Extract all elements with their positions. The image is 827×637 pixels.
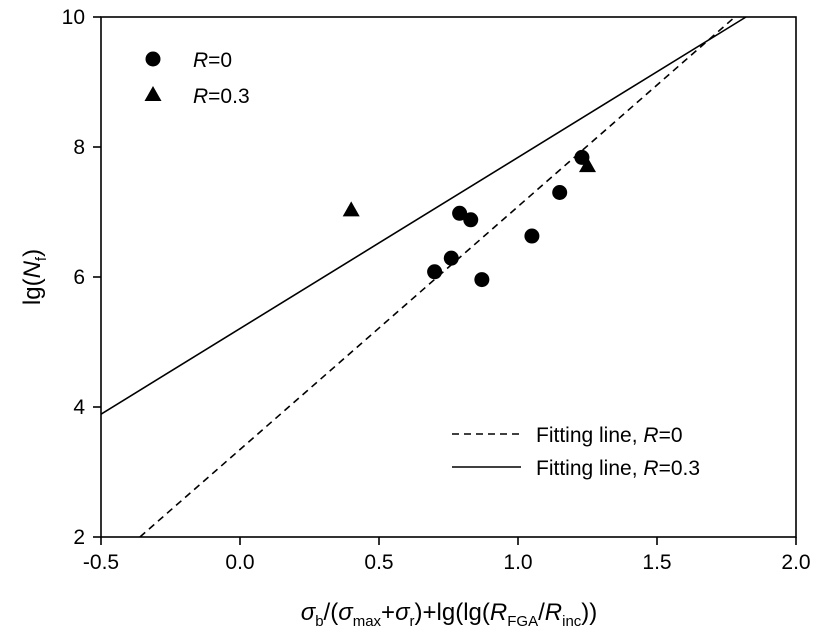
- x-axis-title-sub-b: b: [315, 613, 323, 630]
- point-r03-0: [342, 201, 360, 217]
- x-tick-label-1: 0.0: [225, 551, 254, 574]
- x-tick-label-4: 1.5: [642, 551, 671, 574]
- legend-lines: Fitting line, R=0 Fitting line, R=0.3: [452, 424, 700, 480]
- x-axis-title-sigma-b: σ: [301, 599, 317, 626]
- x-axis-title-close: )): [581, 599, 597, 626]
- legend-triangle-marker: [144, 86, 162, 101]
- point-r0-4: [474, 272, 490, 288]
- x-axis-title-lglg: )+lg(lg(: [415, 599, 490, 626]
- legend-fit-r03-var: R: [643, 457, 658, 480]
- legend-series-r03-rest: =0.3: [208, 85, 249, 108]
- point-r0-6: [552, 185, 568, 200]
- legend-fit-r03-prefix: Fitting line,: [536, 457, 643, 480]
- x-axis-title-sub-r: r: [410, 613, 415, 630]
- point-r0-0: [427, 264, 443, 280]
- legend-series-r0-rest: =0: [208, 49, 232, 72]
- legend-fit-r03-label: Fitting line, R=0.3: [536, 457, 700, 480]
- fit-line-r03: [100, 16, 747, 415]
- legend-fit-r0-label: Fitting line, R=0: [536, 424, 683, 447]
- legend-fit-r03-rest: =0.3: [659, 457, 700, 480]
- x-tick-label-5: 2.0: [781, 551, 810, 574]
- x-tick-label-2: 0.5: [364, 551, 393, 574]
- point-r0-1: [443, 250, 459, 266]
- legend-series-r03-label: R=0.3: [193, 85, 250, 108]
- y-tick-label-1: 4: [73, 396, 85, 419]
- x-axis-title-sigma-r: σ: [395, 599, 411, 626]
- legend-fit-r0-var: R: [643, 424, 658, 447]
- x-axis-title-sub-max: max: [353, 613, 382, 630]
- legend-circle-marker: [145, 51, 161, 67]
- point-r0-5: [524, 228, 540, 244]
- x-axis-title-sub-inc: inc: [562, 613, 582, 630]
- x-axis-title: σb/(σmax+σr)+lg(lg(RFGA/Rinc)): [301, 599, 598, 630]
- y-tick-label-0: 2: [73, 526, 85, 549]
- x-axis-title-R-fga: R: [490, 599, 507, 626]
- legend-series-r03-var: R: [193, 85, 208, 108]
- point-r0-3: [463, 212, 479, 228]
- point-r0-2: [452, 205, 468, 221]
- x-axis-title-sigma-max: σ: [338, 599, 354, 626]
- x-axis-title-open: /(: [324, 599, 339, 626]
- y-tick-label-2: 6: [73, 266, 85, 289]
- x-tick-label-0: -0.5: [83, 551, 119, 574]
- plot-layer: -0.5 0.0 0.5 1.0 1.5 2.0 2 4 6 8 10: [62, 6, 811, 574]
- legend-fit-r0-rest: =0: [659, 424, 683, 447]
- x-tick-label-3: 1.0: [503, 551, 532, 574]
- y-tick-label-3: 8: [73, 136, 85, 159]
- y-axis-title-prefix: lg(: [19, 278, 46, 305]
- y-axis-title-subscript: f: [33, 256, 50, 261]
- legend-markers: R=0 R=0.3: [144, 49, 250, 108]
- legend-fit-r0-prefix: Fitting line,: [536, 424, 643, 447]
- x-axis-title-R-inc: R: [545, 599, 562, 626]
- x-axis-title-plus: +: [381, 599, 395, 626]
- y-tick-label-4: 10: [62, 6, 85, 29]
- legend-series-r0-var: R: [193, 49, 208, 72]
- y-axis-title: lg(Nf): [19, 249, 50, 305]
- y-axis-title-suffix: ): [19, 249, 46, 257]
- x-axis-title-slash: /: [538, 599, 545, 626]
- y-axis-title-variable: N: [19, 260, 46, 278]
- x-axis-title-sub-fga: FGA: [507, 613, 538, 630]
- legend-series-r0-label: R=0: [193, 49, 232, 72]
- point-r03-1: [579, 157, 596, 173]
